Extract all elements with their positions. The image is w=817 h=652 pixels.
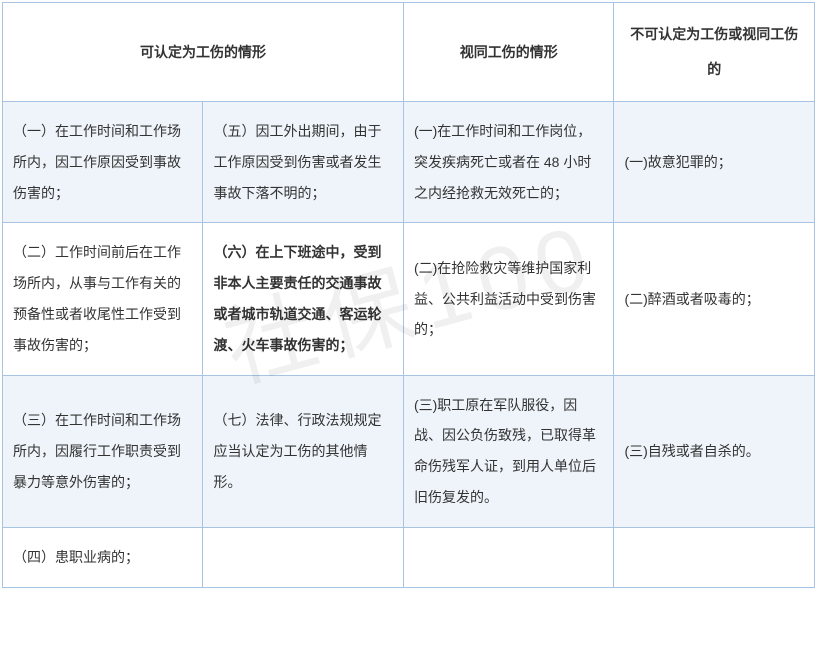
cell-empty bbox=[403, 527, 614, 587]
cell-recognized-6: （六）在上下班途中，受到非本人主要责任的交通事故或者城市轨道交通、客运轮渡、火车… bbox=[203, 223, 403, 375]
cell-recognized-7: （七）法律、行政法规规定应当认定为工伤的其他情形。 bbox=[203, 375, 403, 527]
cell-empty bbox=[203, 527, 403, 587]
cell-deemed-3: (三)职工原在军队服役，因战、因公负伤致残，已取得革命伤残军人证，到用人单位后旧… bbox=[403, 375, 614, 527]
table-header-row: 可认定为工伤的情形 视同工伤的情形 不可认定为工伤或视同工伤的 bbox=[3, 3, 815, 102]
cell-deemed-1: (一)在工作时间和工作岗位，突发疾病死亡或者在 48 小时之内经抢救无效死亡的； bbox=[403, 102, 614, 223]
cell-recognized-5: （五）因工外出期间，由于工作原因受到伤害或者发生事故下落不明的； bbox=[203, 102, 403, 223]
table-row: （二）工作时间前后在工作场所内，从事与工作有关的预备性或者收尾性工作受到事故伤害… bbox=[3, 223, 815, 375]
cell-not-2: (二)醉酒或者吸毒的； bbox=[614, 223, 815, 375]
cell-recognized-1: （一）在工作时间和工作场所内，因工作原因受到事故伤害的； bbox=[3, 102, 203, 223]
header-recognized: 可认定为工伤的情形 bbox=[3, 3, 404, 102]
cell-recognized-2: （二）工作时间前后在工作场所内，从事与工作有关的预备性或者收尾性工作受到事故伤害… bbox=[3, 223, 203, 375]
cell-empty bbox=[614, 527, 815, 587]
cell-not-1: (一)故意犯罪的； bbox=[614, 102, 815, 223]
cell-not-3: (三)自残或者自杀的。 bbox=[614, 375, 815, 527]
cell-recognized-4: （四）患职业病的； bbox=[3, 527, 203, 587]
header-deemed: 视同工伤的情形 bbox=[403, 3, 614, 102]
cell-deemed-2: (二)在抢险救灾等维护国家利益、公共利益活动中受到伤害的； bbox=[403, 223, 614, 375]
table-row: （一）在工作时间和工作场所内，因工作原因受到事故伤害的； （五）因工外出期间，由… bbox=[3, 102, 815, 223]
table-row: （三）在工作时间和工作场所内，因履行工作职责受到暴力等意外伤害的； （七）法律、… bbox=[3, 375, 815, 527]
cell-recognized-3: （三）在工作时间和工作场所内，因履行工作职责受到暴力等意外伤害的； bbox=[3, 375, 203, 527]
work-injury-classification-table: 可认定为工伤的情形 视同工伤的情形 不可认定为工伤或视同工伤的 （一）在工作时间… bbox=[2, 2, 815, 588]
header-not-recognized: 不可认定为工伤或视同工伤的 bbox=[614, 3, 815, 102]
table-row: （四）患职业病的； bbox=[3, 527, 815, 587]
